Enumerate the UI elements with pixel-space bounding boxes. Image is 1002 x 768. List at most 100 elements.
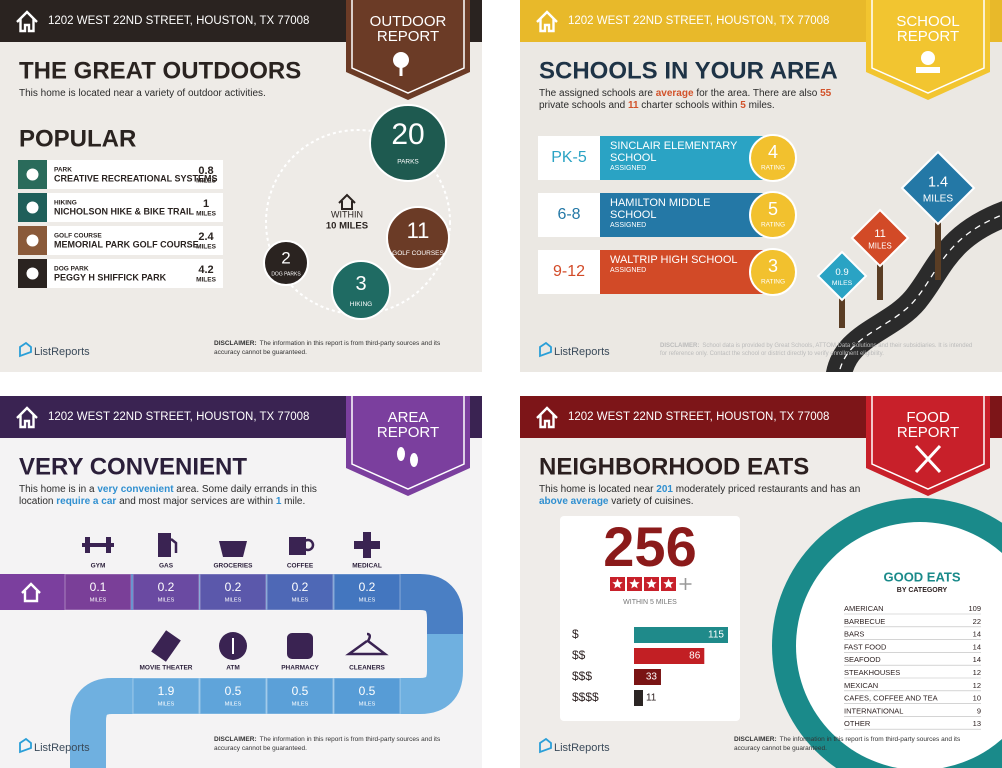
school-status: ASSIGNED [610, 222, 647, 229]
distance-cell [199, 677, 267, 715]
count-circle [263, 240, 309, 286]
sign-pole [935, 220, 941, 280]
school-name: HAMILTON MIDDLE SCHOOL [610, 197, 711, 221]
place-type: GOLF COURSE [54, 233, 102, 240]
place-unit: MILES [196, 178, 217, 185]
school-name: WALTRIP HIGH SCHOOL [610, 254, 738, 266]
service-name: COFFEE [287, 563, 314, 570]
service-name: PHARMACY [281, 665, 319, 672]
highlight-text: 5 [740, 100, 746, 111]
category-count: 12 [973, 668, 981, 677]
summary-card [560, 516, 740, 721]
service-unit: MILES [225, 597, 242, 603]
place-name: CREATIVE RECREATIONAL SYSTEMS [54, 173, 218, 183]
distance-cell [266, 677, 334, 715]
price-count: 33 [646, 672, 658, 683]
service-icon [287, 633, 313, 659]
text-span: variety of cuisines. [608, 496, 694, 507]
report-badge [866, 0, 990, 100]
count-label: PARKS [397, 159, 419, 166]
disclaimer: DISCLAIMER: The information in this repor… [214, 340, 468, 357]
text-span: private schools and [539, 100, 628, 111]
brand-name: ListReports [554, 742, 610, 754]
price-level: $$$ [572, 669, 592, 683]
grade-range: PK-5 [551, 149, 587, 166]
disclaimer-text: The information in this report is from t… [214, 340, 441, 356]
sign-value: 0.9 [835, 267, 848, 278]
category-count: 14 [973, 642, 981, 651]
rating-star [646, 578, 657, 589]
price-level: $ [572, 627, 579, 641]
service-distance: 0.5 [225, 684, 242, 698]
service-distance: 0.2 [359, 580, 376, 594]
report-panel: 1202 WEST 22ND STREET, HOUSTON, TX 77008… [0, 396, 482, 768]
sign-value: 1.4 [928, 174, 948, 190]
place-icon-symbol [26, 267, 39, 280]
service-unit: MILES [225, 701, 242, 707]
category-name: OTHER [844, 719, 871, 728]
disclaimer: DISCLAIMER: The information in this repor… [214, 736, 468, 753]
home-icon [16, 10, 38, 33]
report-badge [346, 0, 470, 100]
service-unit: MILES [158, 701, 175, 707]
service-name: GROCERIES [213, 563, 253, 570]
grade-box [538, 250, 600, 294]
service-distance: 0.2 [225, 580, 242, 594]
distance-cell [132, 677, 200, 715]
service-icon [289, 537, 306, 555]
school-bar [600, 250, 775, 294]
text-span: moderately priced restaurants and has an [672, 484, 861, 495]
disclaimer-label: DISCLAIMER: [214, 340, 257, 347]
brand-name: ListReports [34, 346, 90, 358]
price-count: 86 [689, 651, 701, 662]
place-row [18, 193, 223, 222]
grade-range: 9-12 [553, 263, 585, 280]
rating-value: 5 [768, 199, 778, 219]
road-line [838, 214, 1002, 372]
service-unit: MILES [292, 701, 309, 707]
place-row [18, 160, 223, 189]
intro-text: This home is in a very convenient area. … [19, 484, 349, 508]
disclaimer-text: The information in this report is from t… [214, 736, 441, 752]
sign-pole [877, 262, 883, 300]
service-name: MOVIE THEATER [140, 665, 193, 672]
sign [816, 250, 868, 302]
service-icon-mark [232, 638, 234, 654]
text-span: This home is located near [539, 484, 657, 495]
category-name: AMERICAN [844, 604, 884, 613]
school-info: SINCLAIR ELEMENTARY SCHOOL ASSIGNED [610, 140, 748, 173]
service-unit: MILES [359, 597, 376, 603]
category-name: BARS [844, 630, 864, 639]
service-distance: 0.5 [292, 684, 309, 698]
distance-cell [266, 573, 334, 611]
category-count: 14 [973, 655, 981, 664]
text-span: for the area. There are also [693, 88, 821, 99]
rating-badge [749, 191, 797, 239]
tree-trunk [399, 66, 403, 76]
brand-name: ListReports [554, 346, 610, 358]
sign-unit: MILES [832, 280, 853, 287]
service-name: GYM [91, 563, 106, 570]
sign-unit: MILES [868, 241, 892, 250]
category-count: 9 [977, 706, 981, 715]
service-distance: 0.2 [292, 580, 309, 594]
address: 1202 WEST 22ND STREET, HOUSTON, TX 77008 [48, 411, 309, 423]
service-unit: MILES [90, 597, 107, 603]
sign-unit: MILES [923, 193, 954, 204]
highlight-text: 1 [275, 496, 282, 507]
text-span: This home is located near a variety of o… [19, 88, 266, 99]
category-count: 13 [973, 719, 981, 728]
price-count: 11 [646, 693, 657, 704]
rating-label: RATING [761, 279, 785, 286]
badge-text: REPORT [897, 28, 959, 45]
text-span: charter schools within [638, 100, 741, 111]
price-count: 115 [708, 630, 724, 641]
distance-cell [64, 573, 132, 611]
count-value: 11 [407, 218, 430, 243]
category-count: 10 [973, 694, 981, 703]
brand-logo [539, 341, 552, 358]
place-type: DOG PARK [54, 266, 89, 273]
service-icon [219, 541, 247, 557]
highlight-text: 55 [820, 88, 832, 99]
service-icon [354, 541, 380, 549]
